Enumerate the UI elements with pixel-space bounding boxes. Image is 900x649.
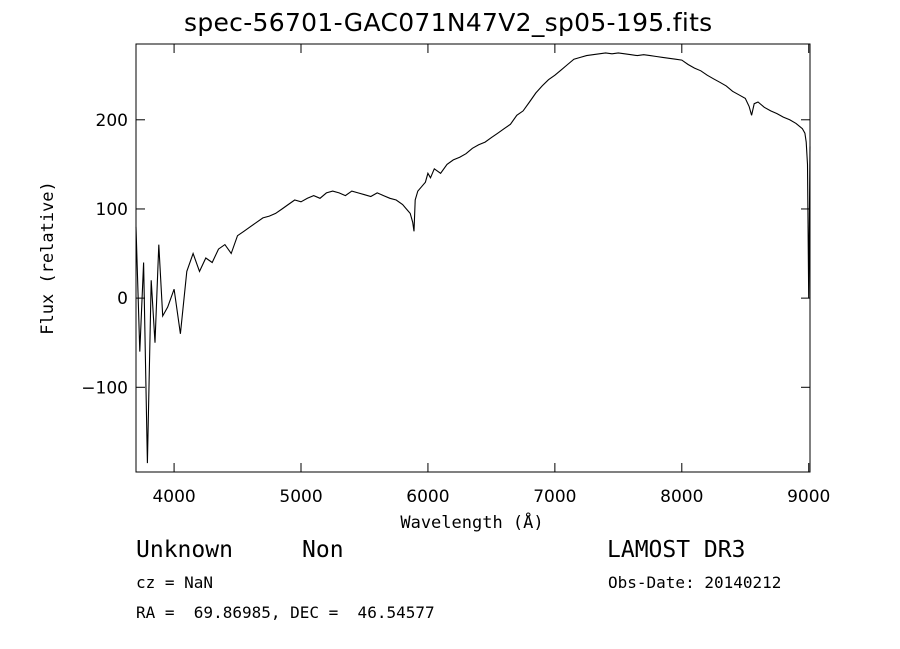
survey-name: LAMOST DR3: [607, 537, 746, 563]
y-tick-label: 100: [96, 200, 128, 220]
x-tick-label: 7000: [533, 487, 576, 507]
x-tick-label: 9000: [787, 487, 830, 507]
y-tick-label: 0: [117, 289, 128, 309]
sky-coordinates: RA = 69.86985, DEC = 46.54577: [136, 603, 435, 622]
chart-title: spec-56701-GAC071N47V2_sp05-195.fits: [184, 8, 713, 37]
observation-date: Obs-Date: 20140212: [608, 573, 782, 592]
x-tick-label: 8000: [660, 487, 703, 507]
x-tick-label: 5000: [279, 487, 322, 507]
flux-series-line: [135, 52, 811, 464]
y-axis-label: Flux (relative): [38, 181, 58, 335]
plot-frame: [135, 43, 811, 473]
x-tick-label: 6000: [406, 487, 449, 507]
object-class: Unknown: [136, 537, 233, 563]
y-tick-label: 200: [96, 111, 128, 131]
x-axis-label: Wavelength (Å): [400, 511, 543, 533]
object-subclass: Non: [302, 537, 344, 563]
x-axis-ticks: 4000 5000 6000 7000 8000 9000: [152, 44, 830, 507]
y-axis-ticks: −100 0 100 200: [81, 111, 810, 398]
x-tick-label: 4000: [152, 487, 195, 507]
redshift-cz: cz = NaN: [136, 573, 214, 592]
y-tick-label: −100: [81, 378, 128, 398]
